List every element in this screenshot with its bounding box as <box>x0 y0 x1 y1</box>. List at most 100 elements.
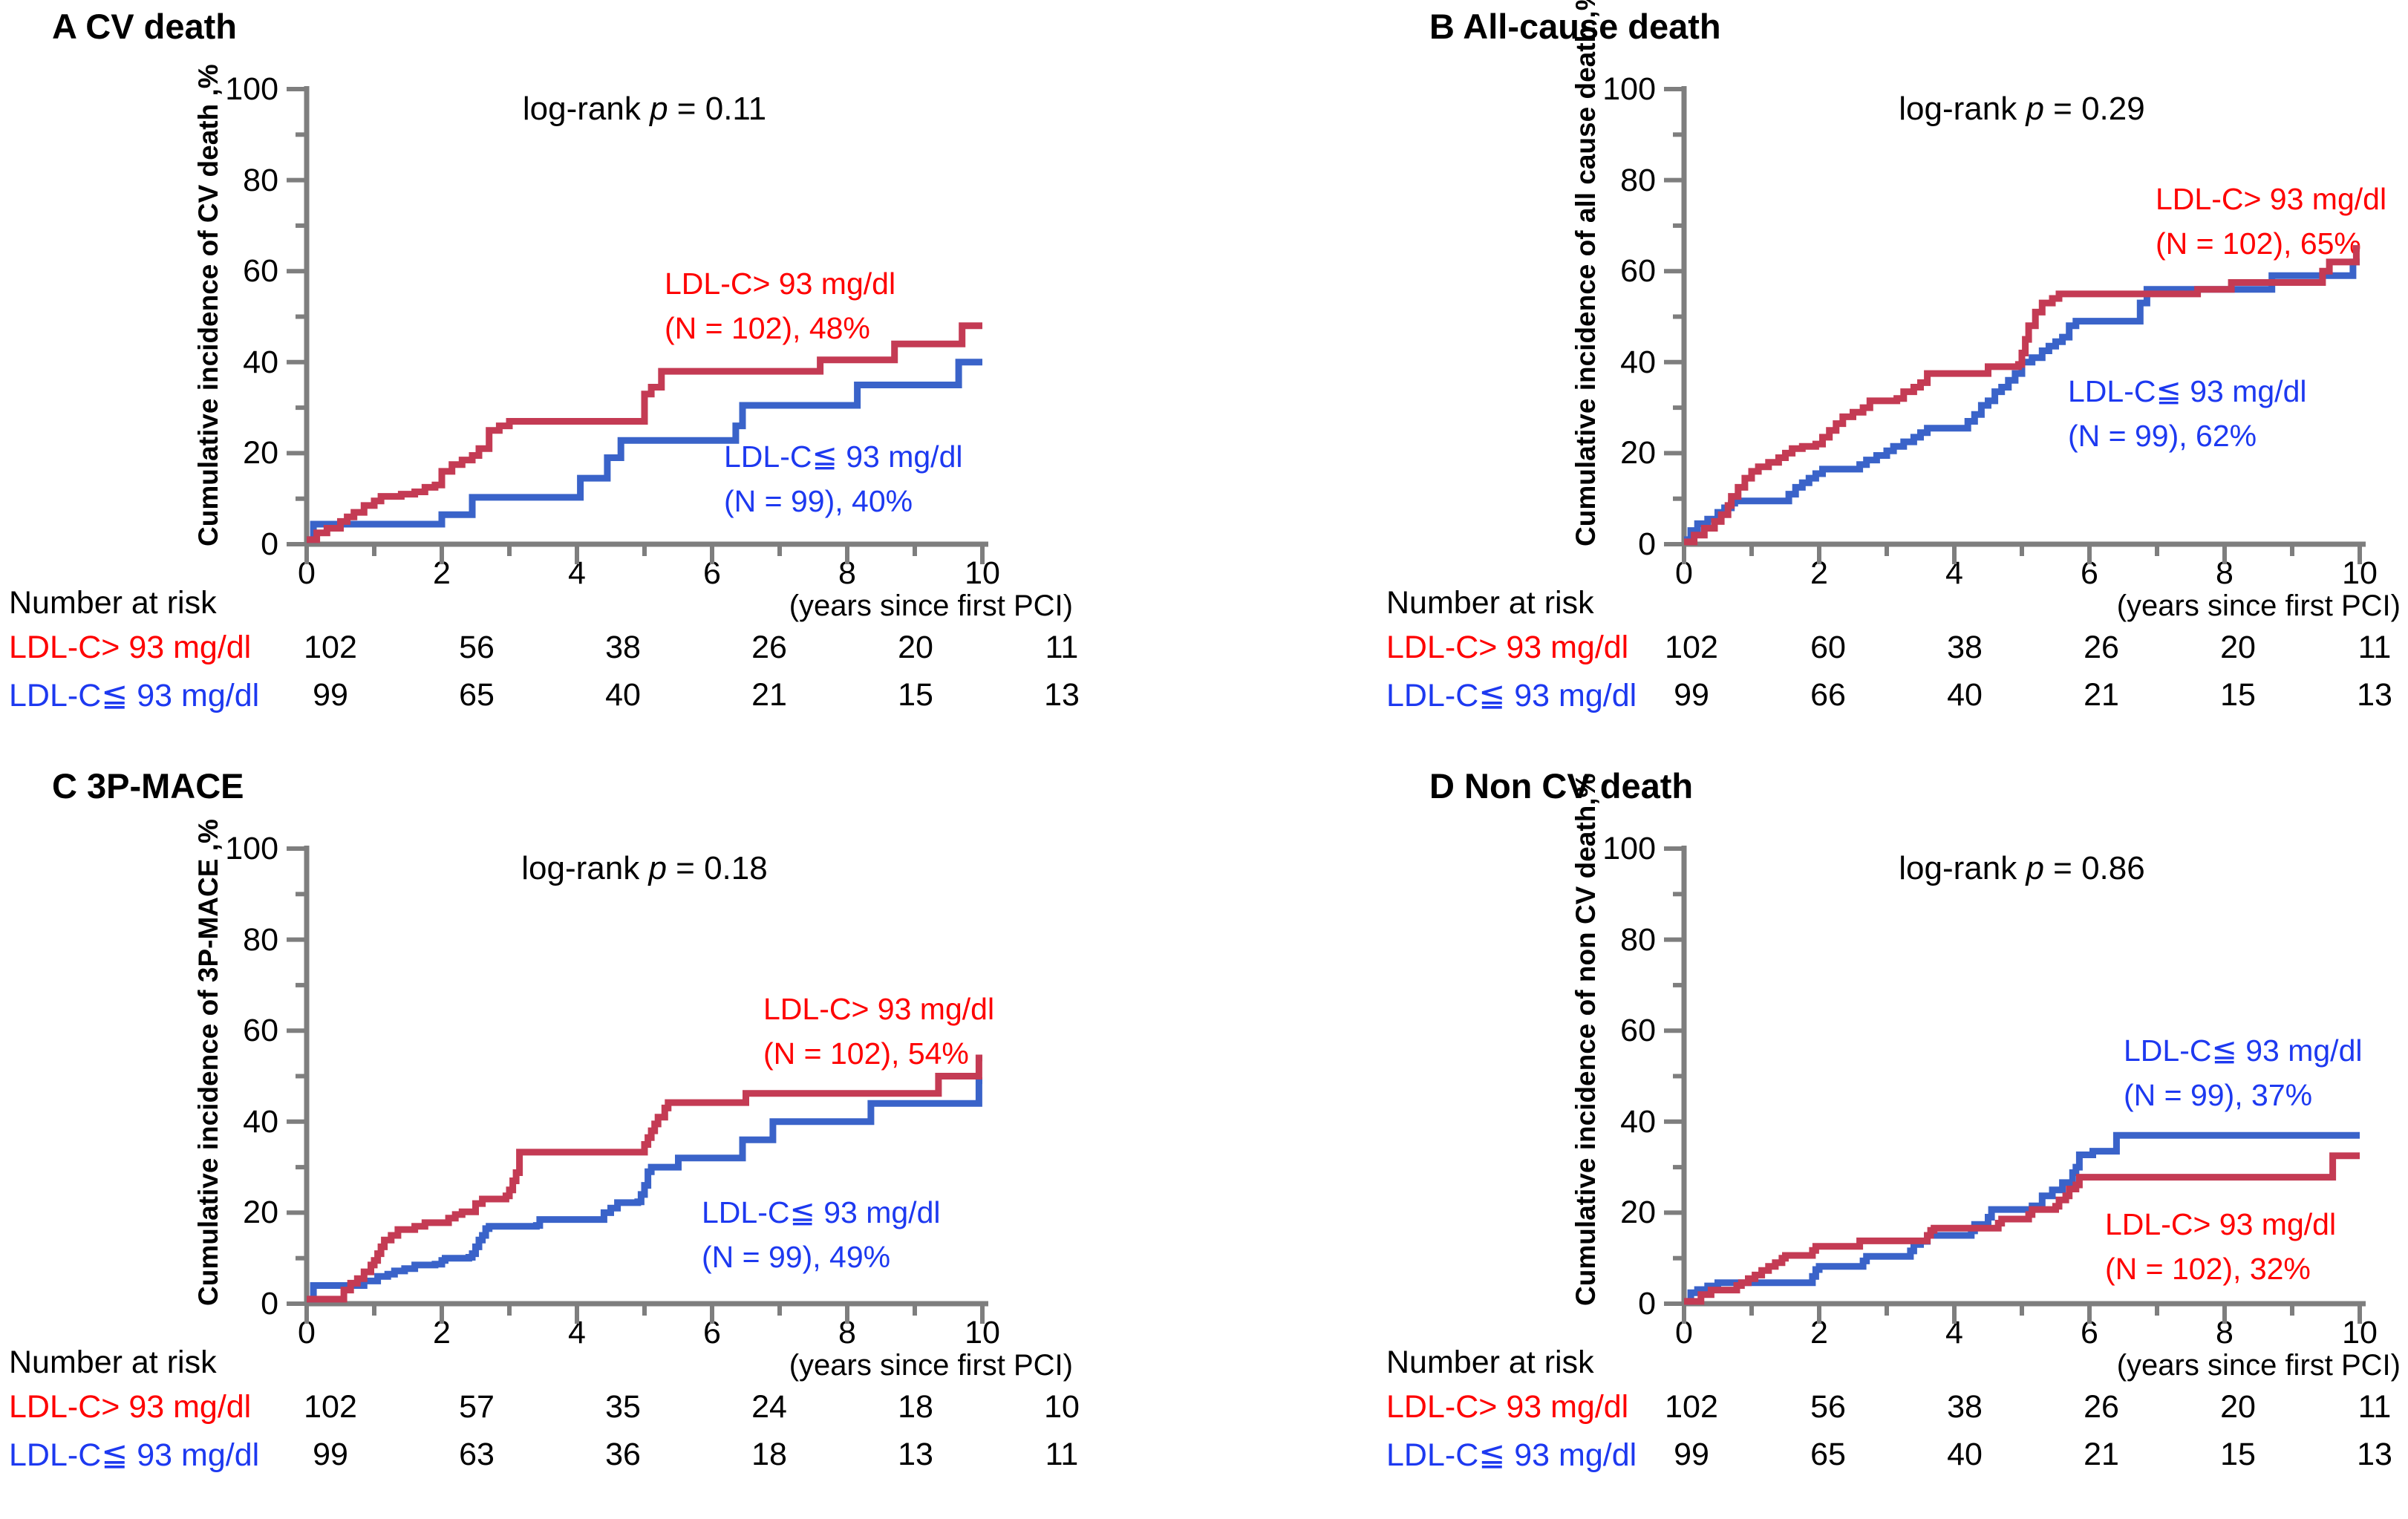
risk-value: 57 <box>459 1389 495 1425</box>
log-rank-prefix: log-rank <box>522 91 650 127</box>
curve-label-red-line1: LDL-C> 93 mg/dl <box>2105 1207 2337 1241</box>
log-rank-p-value: log-rank p = 0.29 <box>1684 91 2360 128</box>
curve-label-red-line2: (N = 102), 54% <box>763 1036 969 1071</box>
curve-red <box>1684 245 2360 546</box>
curve-label-red-line1: LDL-C> 93 mg/dl <box>763 992 995 1026</box>
curve-label-blue-line1: LDL-C≦ 93 mg/dl <box>702 1195 941 1229</box>
risk-value: 36 <box>605 1437 641 1472</box>
y-tick-label: 20 <box>243 435 278 471</box>
risk-value: 13 <box>1044 677 1080 713</box>
risk-value: 24 <box>751 1389 787 1425</box>
log-rank-prefix: log-rank <box>1899 91 2026 127</box>
risk-value: 38 <box>1947 630 1983 665</box>
risk-value: 35 <box>605 1389 641 1425</box>
number-at-risk-label: Number at risk <box>1386 585 1594 621</box>
y-axis-label: Cumulative incidence of all cause death … <box>1570 0 1601 546</box>
risk-value: 20 <box>2220 630 2256 665</box>
panel-title: B All-cause death <box>1429 7 1721 46</box>
log-rank-p-value: log-rank p = 0.11 <box>307 91 982 128</box>
p-value: = 0.18 <box>666 850 768 886</box>
y-axis-label: Cumulative incidence of 3P-MACE ,% <box>193 819 223 1306</box>
curve-label-blue: LDL-C≦ 93 mg/dl (N = 99), 37% <box>2124 1028 2362 1117</box>
curve-blue <box>1684 258 2360 543</box>
risk-value: 15 <box>2220 677 2256 713</box>
y-tick-label: 0 <box>261 526 278 562</box>
risk-value: 21 <box>2084 1437 2119 1472</box>
p-value: = 0.11 <box>668 91 767 127</box>
x-tick-label: 6 <box>2081 555 2098 591</box>
log-rank-prefix: log-rank <box>521 850 649 886</box>
curve-blue <box>307 1077 982 1303</box>
p-value: = 0.29 <box>2043 91 2145 127</box>
curve-label-blue: LDL-C≦ 93 mg/dl (N = 99), 40% <box>724 434 962 523</box>
km-plot <box>287 86 988 564</box>
risk-value: 11 <box>1045 1437 1079 1472</box>
curve-label-red-line1: LDL-C> 93 mg/dl <box>665 267 896 301</box>
x-tick-label: 4 <box>1945 1315 1963 1350</box>
risk-value: 20 <box>898 630 933 665</box>
risk-value: 13 <box>898 1437 933 1472</box>
y-tick-label: 100 <box>1602 71 1656 107</box>
risk-row-label-red: LDL-C> 93 mg/dl <box>1386 1389 1629 1425</box>
y-tick-label: 60 <box>1620 253 1656 290</box>
y-tick-label: 60 <box>243 1013 278 1049</box>
km-plot <box>287 846 988 1324</box>
log-rank-p-value: log-rank p = 0.86 <box>1684 850 2360 887</box>
number-at-risk-label: Number at risk <box>9 585 217 621</box>
x-axis-unit-label: (years since first PCI) <box>2116 1349 2401 1382</box>
p-symbol: p <box>2026 91 2044 127</box>
risk-row-label-blue: LDL-C≦ 93 mg/dl <box>9 678 260 713</box>
curve-label-blue-line2: (N = 99), 62% <box>2068 419 2257 453</box>
y-tick-label: 20 <box>1620 1195 1656 1231</box>
x-axis-unit-label: (years since first PCI) <box>789 589 1073 622</box>
risk-value: 102 <box>1665 630 1718 665</box>
curve-label-blue-line1: LDL-C≦ 93 mg/dl <box>724 440 963 474</box>
number-at-risk-label: Number at risk <box>9 1345 217 1380</box>
risk-value: 102 <box>304 630 357 665</box>
x-tick-label: 4 <box>1945 555 1963 591</box>
y-tick-label: 0 <box>1638 526 1656 562</box>
y-tick-label: 80 <box>1620 162 1656 198</box>
risk-value: 38 <box>1947 1389 1983 1425</box>
curve-blue <box>1684 1131 2360 1305</box>
y-tick-label: 40 <box>243 344 278 380</box>
y-axis-label: Cumulative incidence of non CV death,% <box>1570 773 1601 1307</box>
y-tick-label: 100 <box>225 71 278 107</box>
y-tick-label: 80 <box>243 162 278 198</box>
x-tick-label: 2 <box>433 555 451 591</box>
x-tick-label: 6 <box>703 555 721 591</box>
km-plot <box>1664 86 2366 564</box>
risk-row-label-blue: LDL-C≦ 93 mg/dl <box>1386 678 1637 713</box>
curve-label-red-line2: (N = 102), 32% <box>2105 1252 2311 1286</box>
risk-value: 40 <box>1947 1437 1983 1472</box>
panel-title: D Non CV death <box>1429 766 1694 806</box>
p-value: = 0.86 <box>2043 850 2145 886</box>
risk-value: 38 <box>605 630 641 665</box>
km-plot <box>1664 846 2366 1324</box>
risk-value: 26 <box>751 630 787 665</box>
p-symbol: p <box>2026 850 2044 886</box>
risk-value: 99 <box>1674 1437 1709 1472</box>
x-tick-label: 2 <box>1810 1315 1828 1350</box>
panel-title: A CV death <box>52 7 237 46</box>
x-tick-label: 0 <box>1675 555 1693 591</box>
y-tick-label: 100 <box>1602 831 1656 866</box>
risk-value: 15 <box>898 677 933 713</box>
risk-value: 99 <box>313 677 348 713</box>
risk-row-label-blue: LDL-C≦ 93 mg/dl <box>9 1437 260 1473</box>
y-tick-label: 0 <box>261 1286 278 1322</box>
y-tick-label: 60 <box>1620 1013 1656 1049</box>
risk-value: 10 <box>1044 1389 1080 1425</box>
y-tick-label: 40 <box>1620 1103 1656 1140</box>
curve-label-blue-line1: LDL-C≦ 93 mg/dl <box>2068 374 2307 408</box>
y-tick-label: 0 <box>1638 1286 1656 1322</box>
x-axis-unit-label: (years since first PCI) <box>789 1349 1073 1382</box>
risk-value: 60 <box>1810 630 1846 665</box>
risk-value: 18 <box>898 1389 933 1425</box>
x-tick-label: 2 <box>1810 555 1828 591</box>
risk-value: 40 <box>605 677 641 713</box>
x-tick-label: 6 <box>703 1315 721 1350</box>
risk-row-label-blue: LDL-C≦ 93 mg/dl <box>1386 1437 1637 1473</box>
y-tick-label: 100 <box>225 831 278 866</box>
x-tick-label: 2 <box>433 1315 451 1350</box>
